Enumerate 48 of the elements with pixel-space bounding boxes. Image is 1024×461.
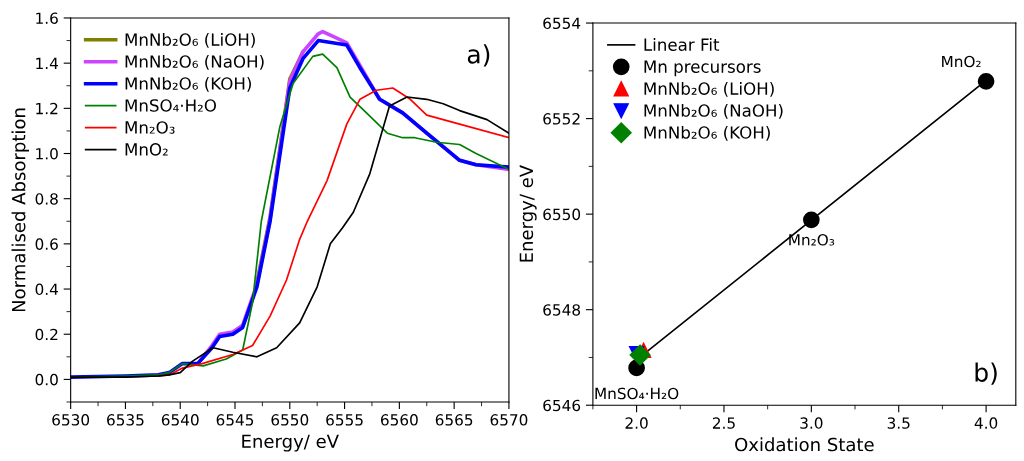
x-tick-label: 6545 — [216, 414, 254, 426]
x-axis-title: Energy/ eV — [242, 434, 339, 452]
y-tick-label: 6548 — [543, 304, 581, 316]
x-tick-label: 6555 — [326, 414, 363, 426]
x-axis-title: Oxidation State — [735, 437, 874, 452]
legend-label: MnNb₂O₆ (LiOH) — [644, 81, 774, 97]
x-tick-label: 6560 — [380, 414, 418, 426]
x-tick-label: 6530 — [52, 414, 90, 426]
annotation: MnO₂ — [942, 55, 981, 68]
y-tick-label: 0.0 — [35, 373, 58, 386]
legend-label: MnNb₂O₆ (NaOH) — [644, 103, 783, 119]
annotation: Mn₂O₃ — [789, 234, 835, 246]
legend-label: MnSO₄·H₂O — [125, 99, 217, 112]
y-tick-label: 0.4 — [35, 283, 58, 296]
x-tick-label: 4.0 — [974, 417, 998, 429]
legend-label: MnNb₂O₆ (KOH) — [125, 76, 251, 92]
y-tick-label: 0.2 — [35, 328, 58, 341]
y-tick-label: 0.8 — [35, 193, 58, 205]
legend-label: Mn precursors — [644, 60, 761, 77]
x-tick-label: 6550 — [271, 414, 309, 426]
x-tick-label: 2.0 — [625, 417, 648, 429]
y-tick-label: 6554 — [543, 17, 581, 30]
y-axis-title: Energy/ eV — [519, 165, 537, 262]
legend-label: Mn₂O₃ — [125, 121, 175, 134]
legend-label: MnNb₂O₆ (NaOH) — [125, 54, 264, 70]
x-tick-label: 3.5 — [887, 417, 910, 429]
annotation: a) — [467, 44, 490, 67]
y-tick-label: 1.0 — [36, 147, 58, 160]
x-tick-label: 6540 — [161, 414, 199, 426]
legend-label: MnO₂ — [125, 143, 168, 156]
legend-label: MnNb₂O₆ (LiOH) — [125, 32, 255, 48]
y-tick-label: 0.6 — [35, 238, 58, 250]
x-tick-label: 3.0 — [800, 417, 823, 429]
y-tick-label: 6550 — [543, 208, 581, 221]
legend-label: Linear Fit — [644, 38, 720, 51]
y-tick-label: 6552 — [543, 113, 580, 125]
y-tick-label: 1.6 — [36, 12, 58, 24]
annotation: b) — [975, 362, 997, 385]
x-tick-label: 6570 — [490, 414, 528, 426]
y-tick-label: 1.2 — [36, 102, 58, 115]
x-tick-label: 6535 — [107, 414, 144, 426]
annotation: MnSO₄·H₂O — [595, 387, 679, 400]
y-axis-title: Normalised Absorption — [11, 108, 29, 312]
legend-label: MnNb₂O₆ (KOH) — [644, 125, 770, 141]
y-tick-label: 6546 — [543, 399, 581, 412]
x-tick-label: 2.5 — [712, 417, 735, 429]
x-tick-label: 6565 — [435, 414, 473, 426]
y-tick-label: 1.4 — [36, 57, 58, 69]
